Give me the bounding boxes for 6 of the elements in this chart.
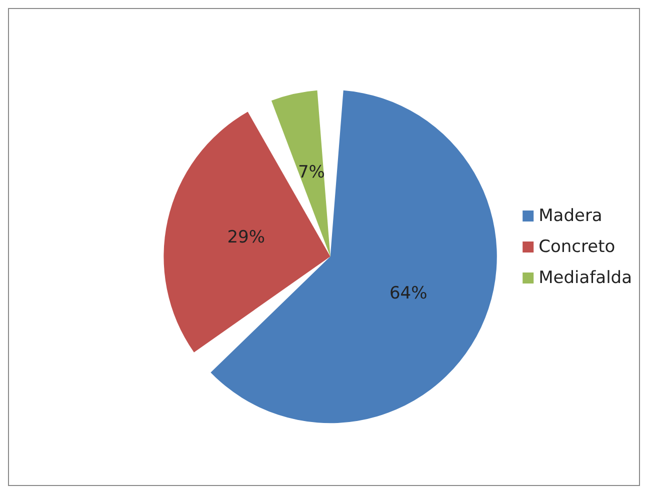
- data-label: 64%: [389, 283, 428, 304]
- legend-label: Mediafalda: [538, 268, 632, 288]
- data-label: 29%: [227, 228, 265, 248]
- legend-label: Concreto: [538, 237, 616, 257]
- data-label: 7%: [298, 162, 325, 182]
- legend-label: Madera: [538, 206, 602, 226]
